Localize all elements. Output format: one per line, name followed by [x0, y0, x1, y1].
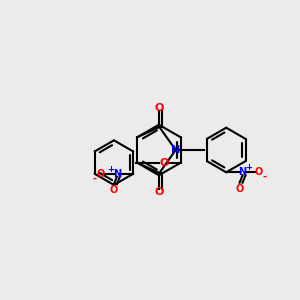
Text: N: N	[238, 167, 247, 177]
Text: O: O	[236, 184, 244, 194]
Text: N: N	[113, 169, 121, 179]
Text: -: -	[93, 173, 97, 183]
Text: O: O	[154, 103, 164, 112]
Text: +: +	[245, 163, 252, 172]
Text: O: O	[110, 185, 118, 195]
Text: O: O	[255, 167, 263, 177]
Text: O: O	[154, 188, 164, 197]
Text: N: N	[171, 145, 180, 155]
Text: O: O	[160, 158, 169, 168]
Text: -: -	[263, 172, 267, 182]
Text: O: O	[96, 169, 105, 179]
Text: +: +	[107, 165, 114, 174]
